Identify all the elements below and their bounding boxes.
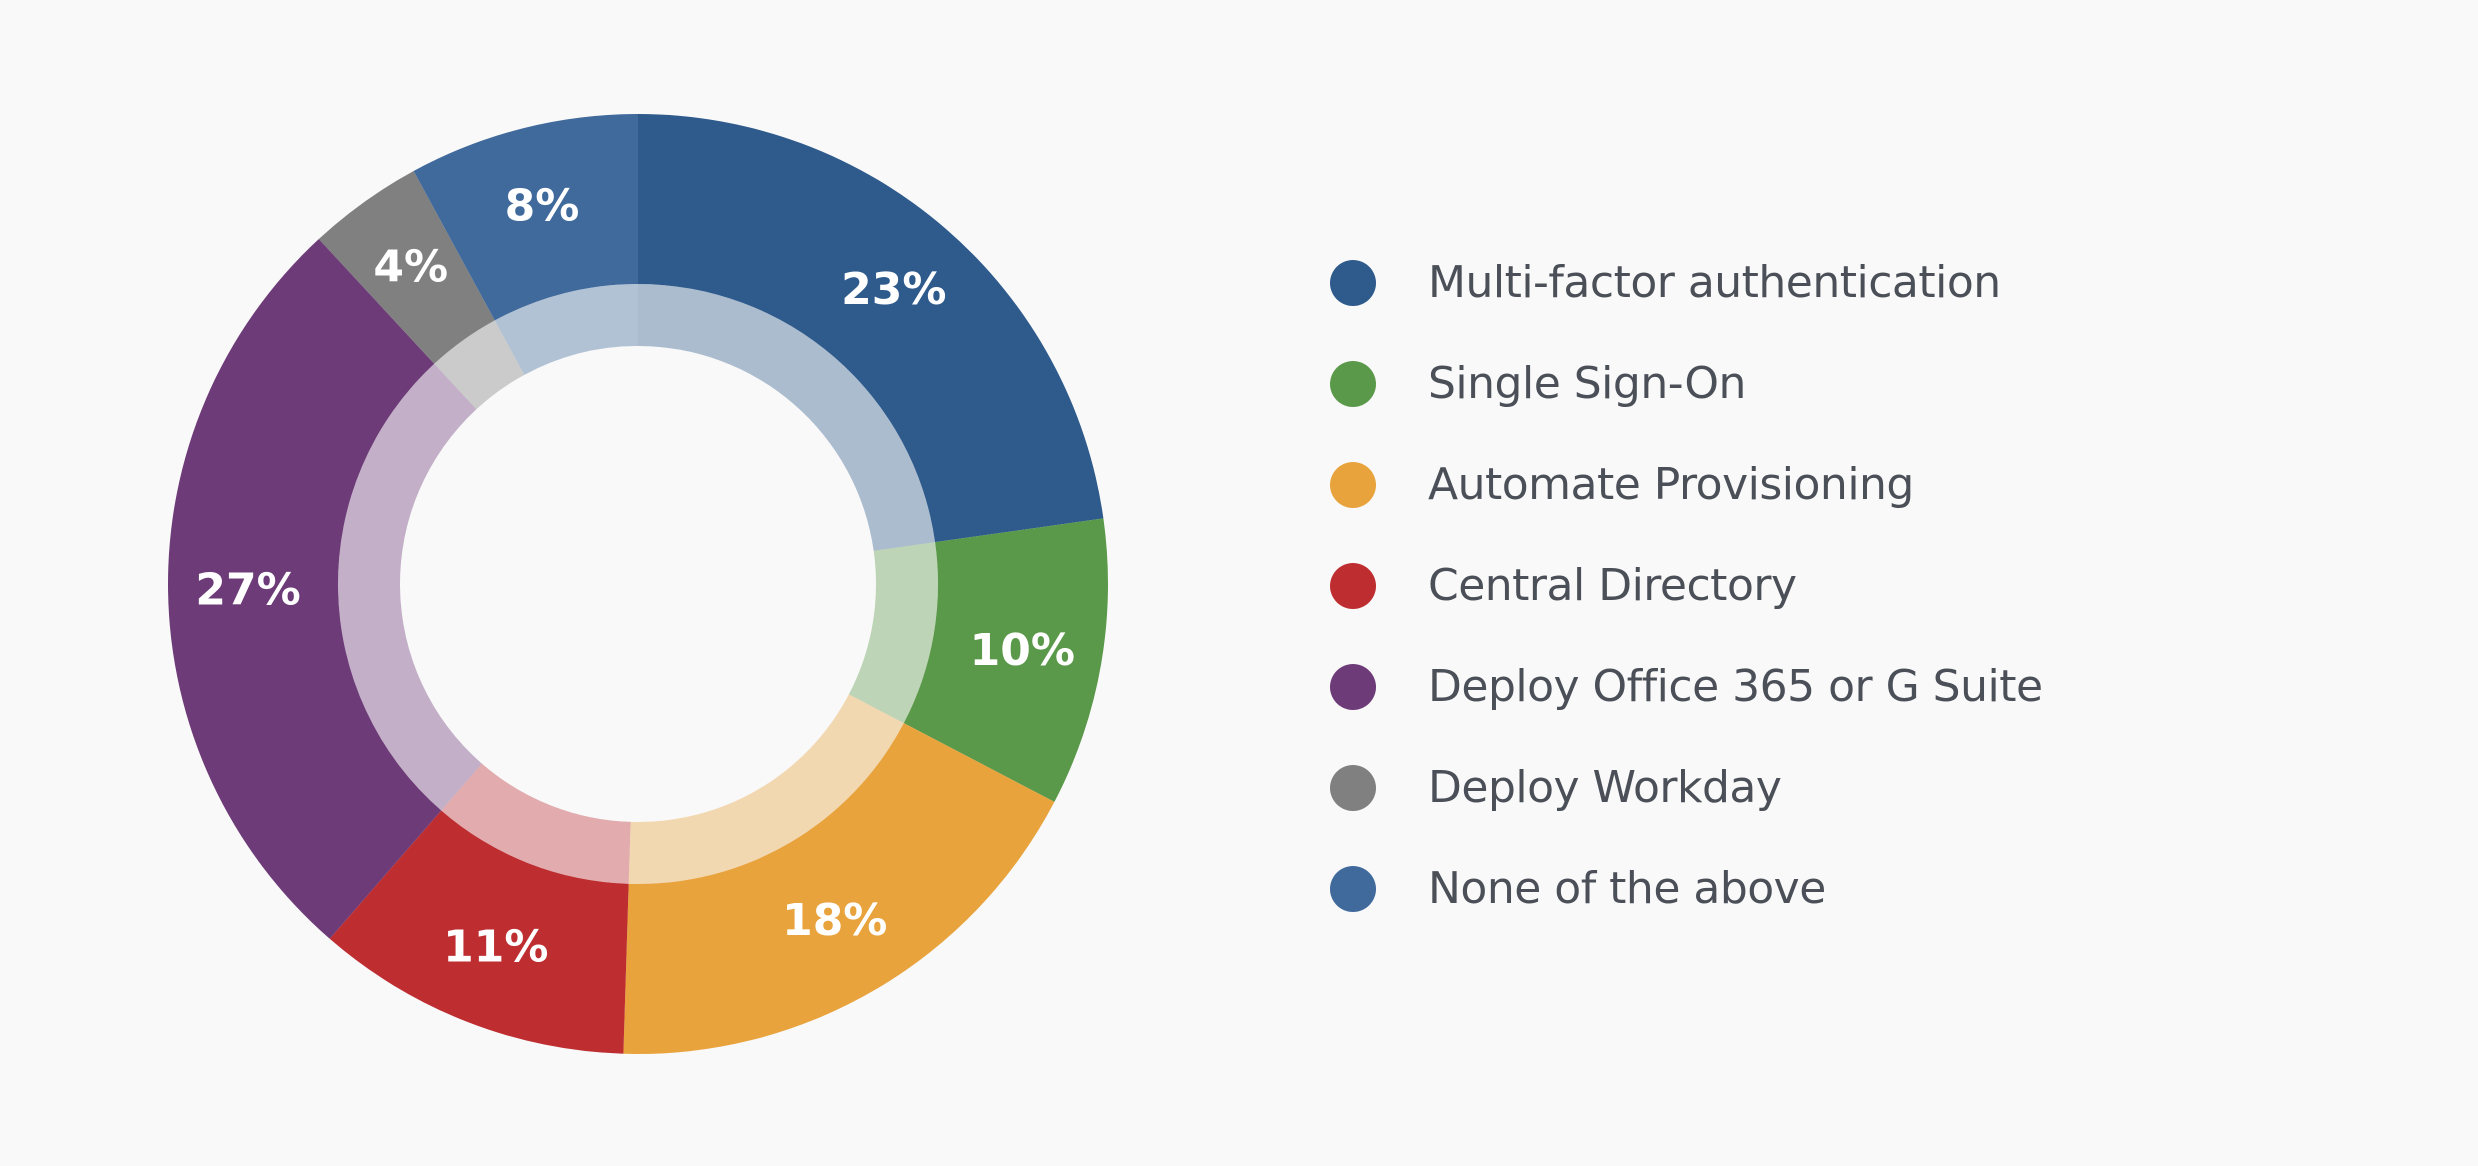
slice-label-multi-factor-authentication: 23% xyxy=(841,264,946,315)
slice-multi-factor-authentication xyxy=(638,114,1104,543)
legend-item-automate-provisioning: Automate Provisioning xyxy=(1330,434,2043,535)
legend-item-single-sign-on: Single Sign-On xyxy=(1330,333,2043,434)
legend-label-deploy-workday: Deploy Workday xyxy=(1428,762,1782,813)
slice-single-sign-on xyxy=(903,518,1108,802)
slice-inner-automate-provisioning xyxy=(628,694,904,884)
slice-label-single-sign-on: 10% xyxy=(970,625,1075,676)
slice-labels: 23% 10% 18% 11% 27% 4% 8% xyxy=(195,181,1075,973)
slice-inner-single-sign-on xyxy=(848,542,938,724)
legend-label-single-sign-on: Single Sign-On xyxy=(1428,358,1746,409)
legend-swatch-automate-provisioning xyxy=(1330,461,1376,508)
legend: Multi-factor authentication Single Sign-O… xyxy=(1330,232,2043,939)
slice-inner-central-directory xyxy=(441,763,631,884)
slice-none-of-the-above xyxy=(413,114,638,321)
slice-inner-deploy-workday xyxy=(434,320,525,410)
legend-label-automate-provisioning: Automate Provisioning xyxy=(1428,459,1914,510)
legend-label-multi-factor-authentication: Multi-factor authentication xyxy=(1428,257,2001,308)
legend-label-central-directory: Central Directory xyxy=(1428,560,1797,611)
legend-item-central-directory: Central Directory xyxy=(1330,535,2043,636)
slices-inner-ring xyxy=(337,284,938,884)
legend-swatch-multi-factor-authentication xyxy=(1330,259,1376,306)
legend-label-none-of-the-above: None of the above xyxy=(1428,863,1826,914)
slice-central-directory xyxy=(329,810,629,1054)
legend-swatch-deploy-workday xyxy=(1330,764,1376,811)
slice-label-none-of-the-above: 8% xyxy=(505,181,580,232)
legend-item-none-of-the-above: None of the above xyxy=(1330,838,2043,939)
slice-deploy-workday xyxy=(318,171,495,364)
legend-swatch-single-sign-on xyxy=(1330,360,1376,407)
legend-swatch-none-of-the-above xyxy=(1330,865,1376,912)
slice-inner-deploy-office-365-or-g-suite xyxy=(337,363,482,811)
legend-swatch-deploy-office-365-or-g-suite xyxy=(1330,663,1376,710)
slice-label-deploy-workday: 4% xyxy=(373,242,448,293)
slice-automate-provisioning xyxy=(623,723,1055,1054)
legend-item-deploy-office-365-or-g-suite: Deploy Office 365 or G Suite xyxy=(1330,636,2043,737)
slice-inner-multi-factor-authentication xyxy=(638,284,936,551)
legend-label-deploy-office-365-or-g-suite: Deploy Office 365 or G Suite xyxy=(1428,661,2043,712)
legend-item-deploy-workday: Deploy Workday xyxy=(1330,737,2043,838)
slice-deploy-office-365-or-g-suite xyxy=(168,238,442,939)
slice-label-automate-provisioning: 18% xyxy=(782,895,887,946)
legend-swatch-central-directory xyxy=(1330,562,1376,609)
slice-label-deploy-office-365-or-g-suite: 27% xyxy=(195,565,300,616)
slices-outer-ring xyxy=(168,114,1108,1054)
slice-label-central-directory: 11% xyxy=(443,922,548,973)
slice-inner-none-of-the-above xyxy=(494,284,638,375)
legend-item-multi-factor-authentication: Multi-factor authentication xyxy=(1330,232,2043,333)
donut-chart: 23% 10% 18% 11% 27% 4% 8% xyxy=(168,114,1108,1054)
